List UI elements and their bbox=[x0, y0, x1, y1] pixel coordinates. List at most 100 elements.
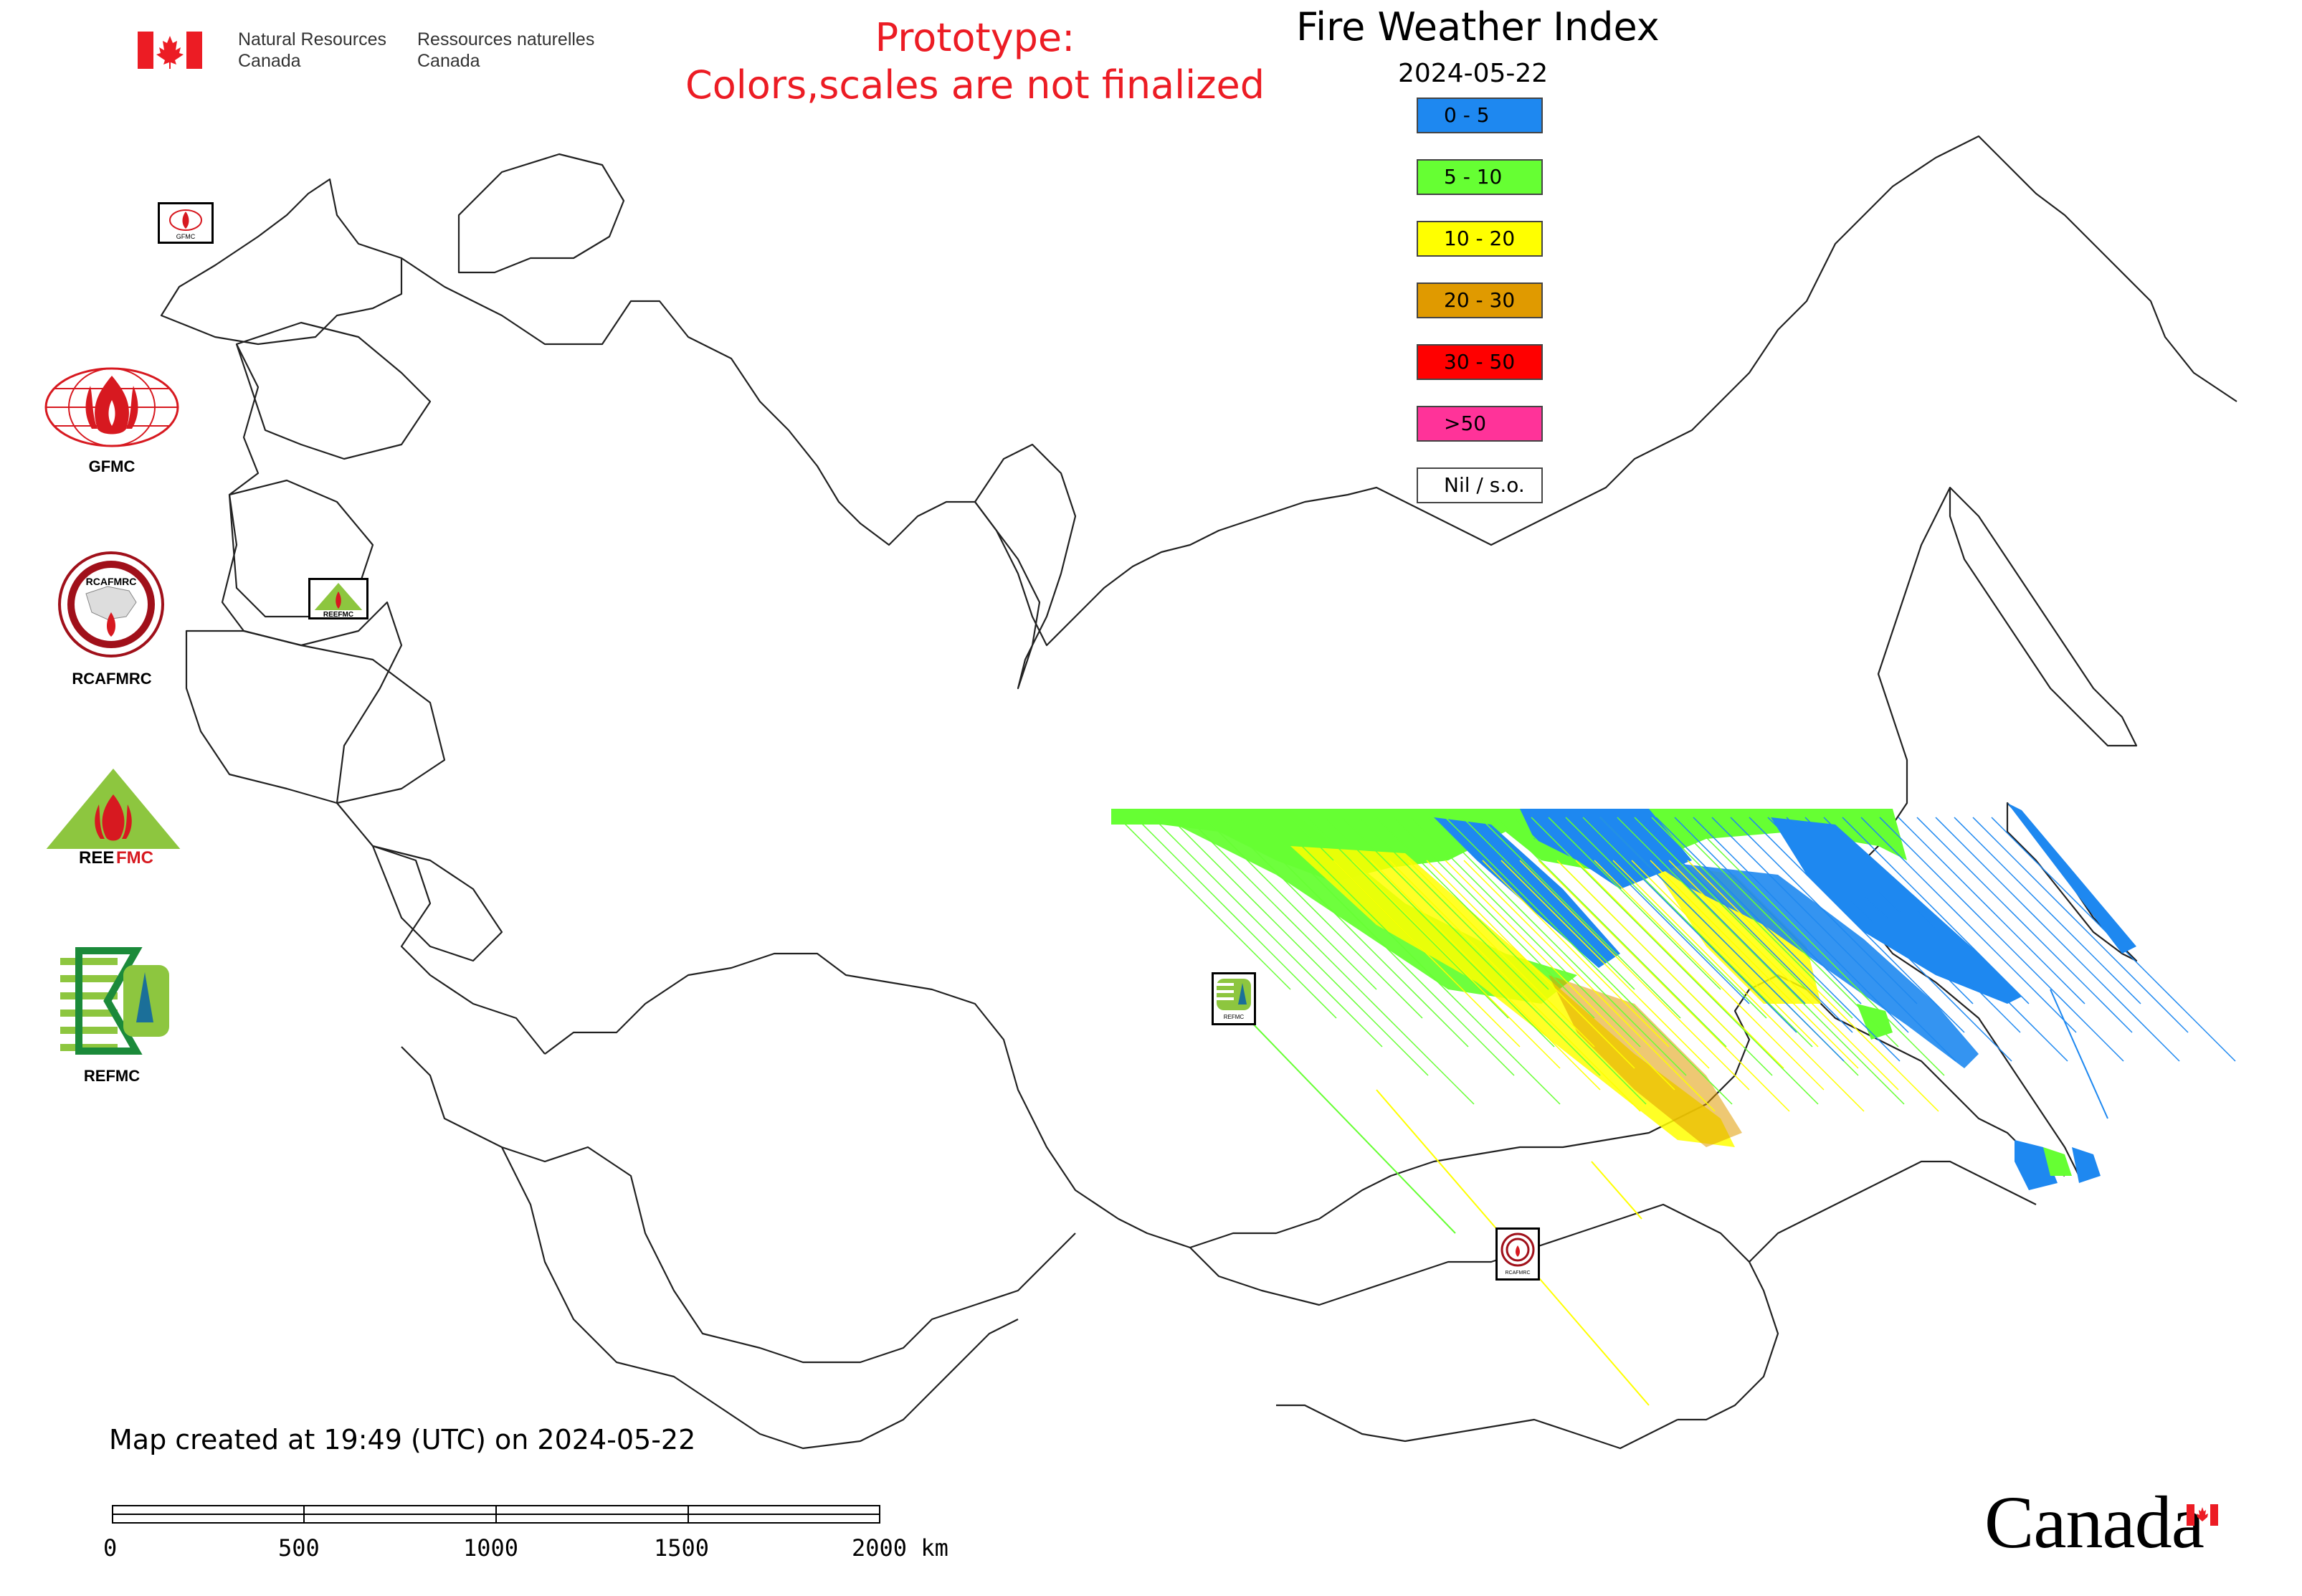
rcafmrc-logo-icon: RCAFMRC bbox=[57, 551, 165, 658]
novaya-zemlya-outline bbox=[974, 443, 1077, 690]
streak-blue-63 bbox=[1730, 817, 1918, 1004]
streak-blue-65 bbox=[1767, 817, 2012, 1062]
streak-blue-64 bbox=[1749, 817, 1965, 1033]
streak-yellow-39 bbox=[1426, 860, 1635, 1069]
legend-item-5: >50 bbox=[1417, 406, 1543, 442]
streak-yellow-51 bbox=[1650, 860, 1859, 1069]
canada-flag-icon bbox=[138, 32, 202, 69]
legend-item-4: 30 - 50 bbox=[1417, 344, 1543, 380]
legend: 0 - 5 5 - 10 10 - 20 20 - 30 30 - 50 >50 Nil /… bbox=[1417, 98, 1546, 513]
streak-green-14 bbox=[1359, 817, 1647, 1105]
map-created-text: Map created at 19:49 (UTC) on 2024-05-22 bbox=[109, 1424, 696, 1455]
streak-green-7 bbox=[1238, 817, 1469, 1048]
streak-yellow-43 bbox=[1500, 860, 1710, 1069]
scale-label-500: 500 bbox=[278, 1534, 320, 1562]
streak-yellow-53 bbox=[1687, 860, 1939, 1112]
streak-blue-76 bbox=[1972, 817, 2189, 1033]
svg-text:REFMC: REFMC bbox=[1224, 1014, 1245, 1020]
refmc-label: REFMC bbox=[83, 1067, 141, 1085]
swath-blue-4 bbox=[1649, 860, 1979, 1068]
scale-label-1000: 1000 bbox=[463, 1534, 519, 1562]
streak-blue-58 bbox=[1637, 817, 1853, 1033]
scale-label-0: 0 bbox=[103, 1534, 118, 1562]
streak-yellow-41 bbox=[1463, 860, 1716, 1112]
streak-blue-72 bbox=[1898, 817, 2085, 1004]
fwi-data-swaths bbox=[1111, 803, 2236, 1406]
streak-green-30 bbox=[1634, 817, 1807, 990]
streak-yellow-42 bbox=[1482, 860, 1670, 1048]
streak-green-8 bbox=[1255, 817, 1515, 1076]
russia-southern-border bbox=[544, 952, 2065, 1249]
caucasus-outline bbox=[371, 845, 503, 962]
swath-green-east bbox=[1857, 1004, 1893, 1040]
streak-yellow-40 bbox=[1445, 860, 1675, 1091]
map-date: 2024-05-22 bbox=[1398, 59, 1549, 88]
gfmc-logo-icon bbox=[40, 364, 184, 457]
gfmc-label: GFMC bbox=[88, 457, 135, 475]
streak-blue-70 bbox=[1860, 817, 2077, 1033]
streak-green-1 bbox=[1135, 817, 1337, 1019]
western-border bbox=[221, 343, 546, 1055]
streak-tail-1 bbox=[1247, 1017, 1456, 1234]
kamchatka-outline bbox=[1949, 486, 2138, 747]
central-asia-outline bbox=[501, 1146, 1019, 1450]
swath-blue-spot-2 bbox=[2072, 1147, 2101, 1183]
scale-label-1500: 1500 bbox=[654, 1534, 710, 1562]
gfmc-marker-icon[interactable]: GFMC bbox=[158, 202, 214, 244]
rcafmrc-marker-icon[interactable]: RCAFMRC bbox=[1495, 1227, 1540, 1281]
prototype-line1: Prototype: bbox=[875, 15, 1075, 60]
streak-blue-74 bbox=[1935, 817, 2180, 1062]
scale-label-2000km: 2000 km bbox=[852, 1534, 948, 1562]
streak-green-18 bbox=[1427, 817, 1687, 1076]
streak-green-33 bbox=[1685, 817, 1945, 1076]
agency-en-line1: Natural Resources bbox=[238, 29, 387, 49]
streak-green-25 bbox=[1548, 817, 1721, 990]
streak-green-16 bbox=[1393, 817, 1595, 1019]
canada-wordmark: Canada bbox=[1984, 1480, 2205, 1565]
streak-yellow-37 bbox=[1389, 860, 1641, 1112]
swath-green-spot bbox=[2043, 1147, 2072, 1176]
streak-green-5 bbox=[1204, 817, 1377, 990]
prototype-line2: Colors,scales are not finalized bbox=[685, 62, 1265, 108]
prototype-notice: Prototype: Colors,scales are not finaliz… bbox=[645, 14, 1305, 109]
svg-text:RCAFMRC: RCAFMRC bbox=[86, 576, 137, 587]
streak-blue-68 bbox=[1823, 817, 2068, 1062]
legend-item-2: 10 - 20 bbox=[1417, 221, 1543, 257]
svg-text:FMC: FMC bbox=[116, 848, 153, 868]
kola-outline bbox=[457, 153, 625, 274]
refmc-logo-icon bbox=[57, 944, 172, 1058]
russia-north-coast bbox=[401, 135, 2237, 647]
agency-fr-line1: Ressources naturelles bbox=[417, 29, 595, 49]
streak-blue-71 bbox=[1879, 817, 2124, 1062]
scale-bar bbox=[112, 1504, 882, 1526]
reefmc-logo-icon: REE FMC bbox=[37, 766, 189, 868]
streak-green-26 bbox=[1565, 817, 1767, 1019]
streak-green-6 bbox=[1221, 817, 1423, 1019]
refmc-marker-icon[interactable]: REFMC bbox=[1212, 972, 1256, 1025]
streak-green-22 bbox=[1496, 817, 1727, 1048]
streak-yellow-46 bbox=[1556, 860, 1744, 1048]
swath-yellow-2 bbox=[1649, 860, 1821, 1004]
streak-green-17 bbox=[1410, 817, 1641, 1048]
streak-green-21 bbox=[1479, 817, 1681, 1019]
china-ne-outline bbox=[1276, 1404, 1678, 1450]
streak-yellow-52 bbox=[1668, 860, 1899, 1091]
streak-blue-60 bbox=[1674, 817, 1862, 1004]
agency-en-line2: Canada bbox=[238, 51, 301, 71]
reefmc-marker-icon[interactable]: REEFMC bbox=[308, 578, 368, 619]
streak-blue-55 bbox=[1581, 817, 1797, 1033]
streak-yellow-36 bbox=[1370, 860, 1601, 1091]
streak-yellow-48 bbox=[1594, 860, 1825, 1091]
swath-blue-spot-1 bbox=[2015, 1140, 2058, 1190]
streak-yellow-50 bbox=[1631, 860, 1819, 1048]
streak-blue-66 bbox=[1786, 817, 1974, 1004]
wordmark-flag-icon bbox=[2187, 1504, 2218, 1526]
streak-green-20 bbox=[1462, 817, 1635, 990]
streak-green-31 bbox=[1651, 817, 1853, 1019]
streak-blue-54 bbox=[1562, 817, 1750, 1004]
legend-item-6: Nil / s.o. bbox=[1417, 467, 1543, 503]
streak-green-13 bbox=[1341, 817, 1601, 1076]
streak-yellow-35 bbox=[1351, 860, 1561, 1069]
streak-blue-69 bbox=[1842, 817, 2030, 1004]
legend-item-0: 0 - 5 bbox=[1417, 98, 1543, 133]
